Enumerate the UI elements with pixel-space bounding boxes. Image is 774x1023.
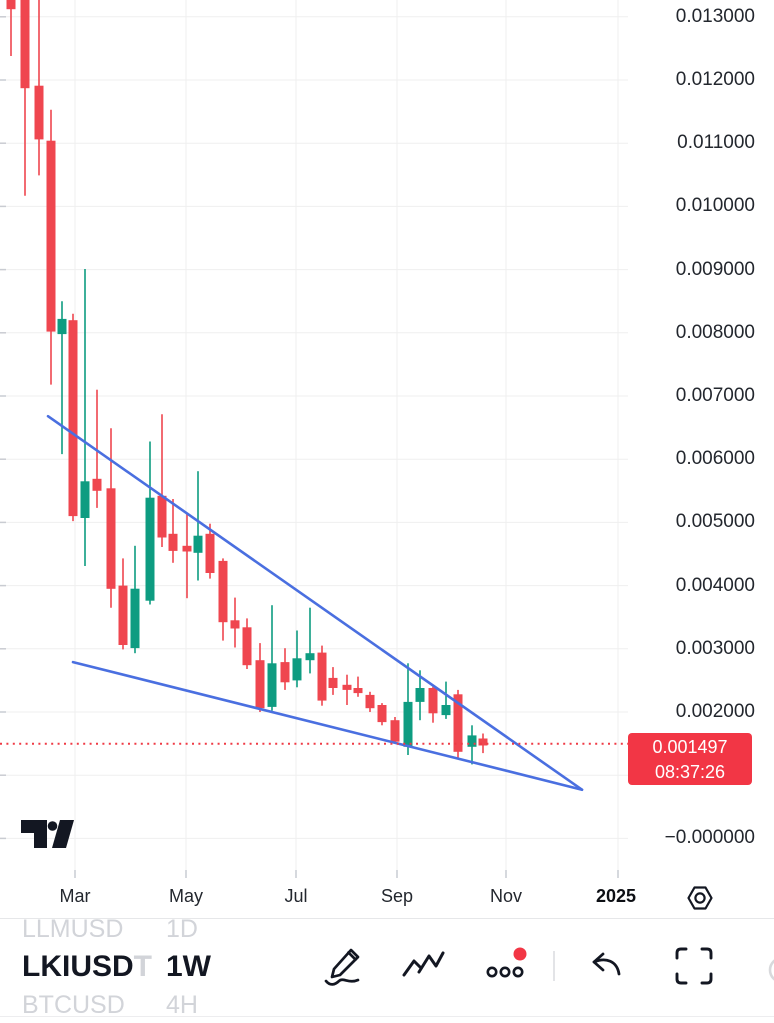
candle-body[interactable]	[255, 660, 265, 709]
pencil-icon	[324, 948, 360, 986]
current-price-value: 0.001497	[652, 737, 728, 757]
candle-body[interactable]	[218, 560, 228, 623]
y-axis-label[interactable]: 0.008000	[675, 322, 755, 343]
fullscreen-brackets-icon	[675, 947, 713, 985]
indicators-icon	[402, 951, 445, 977]
x-axis-label: Mar	[59, 886, 91, 906]
candle-body[interactable]	[46, 140, 56, 332]
logo-flag	[21, 820, 47, 848]
candle-body[interactable]	[168, 533, 178, 551]
candle-body[interactable]	[467, 735, 477, 747]
toolbar-divider	[553, 951, 555, 981]
candle-body[interactable]	[280, 662, 290, 683]
candle-body[interactable]	[428, 688, 438, 714]
candle-body[interactable]	[205, 533, 215, 573]
bottom-toolbar: LLMUSD 1D LKIUSDT 1W BTCUSD 4H	[0, 915, 774, 1023]
trendline[interactable]	[71, 660, 584, 792]
candle-body[interactable]	[130, 588, 140, 649]
candle-body[interactable]	[230, 620, 240, 629]
partial-edge-icon[interactable]	[757, 955, 774, 985]
timeframe-button[interactable]: 1W	[166, 950, 211, 983]
y-axis-label[interactable]: 0.009000	[675, 259, 755, 280]
candle-body[interactable]	[342, 684, 352, 690]
timeframe-option-next[interactable]: 4H	[166, 991, 198, 1019]
bottom-hairline	[0, 1016, 774, 1017]
price-chart-pane[interactable]: 0.013000 0.012000 0.011000 0.010000 0.009000…	[0, 0, 774, 878]
x-axis-label: May	[168, 886, 204, 906]
notification-dot	[513, 947, 527, 961]
candle-body[interactable]	[57, 318, 67, 335]
time-axis-settings-icon[interactable]	[686, 884, 714, 912]
bar-countdown: 08:37:26	[654, 762, 726, 782]
candle-body[interactable]	[292, 658, 302, 681]
undo-button[interactable]	[584, 942, 632, 990]
candle-body[interactable]	[478, 738, 488, 746]
x-axis-label: 2025	[596, 886, 637, 906]
undo-arrow-icon	[592, 952, 621, 976]
candle-body[interactable]	[317, 652, 327, 701]
candle-body[interactable]	[145, 497, 155, 601]
candle-body[interactable]	[441, 705, 451, 716]
candle-body[interactable]	[20, 0, 30, 89]
x-axis-label: Sep	[380, 886, 414, 906]
logo-slash	[52, 820, 74, 848]
candle-body[interactable]	[305, 653, 315, 661]
candle-body[interactable]	[365, 694, 375, 709]
candle-body[interactable]	[68, 320, 78, 517]
x-axis-label: Jul	[284, 886, 308, 906]
candle-body[interactable]	[106, 488, 116, 589]
y-axis-label[interactable]: −0.000000	[664, 827, 755, 848]
y-axis-label[interactable]: 0.005000	[675, 511, 755, 532]
x-axis-label: Nov	[489, 886, 523, 906]
candlestick-chart[interactable]	[0, 0, 774, 878]
trendline[interactable]	[46, 414, 584, 792]
logo-dot	[47, 821, 58, 831]
candle-body[interactable]	[34, 85, 44, 140]
ellipsis-icon	[486, 947, 527, 978]
y-axis-label[interactable]: 0.007000	[675, 385, 755, 406]
time-axis[interactable]: Mar May Jul Sep Nov 2025	[0, 878, 774, 919]
candle-body[interactable]	[157, 495, 167, 538]
candle-body[interactable]	[80, 481, 90, 518]
candle-body[interactable]	[267, 663, 277, 707]
symbol-button[interactable]: LKIUSDT	[22, 950, 152, 984]
symbol-option-prev[interactable]: LLMUSD	[22, 915, 124, 943]
candle-body[interactable]	[390, 720, 400, 742]
y-axis-label[interactable]: 0.004000	[675, 575, 755, 596]
indicators-button[interactable]	[399, 942, 447, 990]
candle-body[interactable]	[353, 688, 363, 694]
y-axis-label[interactable]: 0.011000	[677, 132, 755, 153]
candle-body[interactable]	[193, 535, 203, 553]
candle-body[interactable]	[403, 701, 413, 747]
current-price-badge: 0.001497 08:37:26	[628, 733, 752, 785]
y-axis-label[interactable]: 0.013000	[675, 6, 755, 27]
candle-body[interactable]	[92, 478, 102, 491]
symbol-text: LKIUSD	[22, 950, 134, 983]
candle-body[interactable]	[182, 545, 192, 552]
y-axis-label[interactable]: 0.002000	[675, 701, 755, 722]
candle-body[interactable]	[377, 705, 387, 723]
more-options-button[interactable]	[482, 942, 530, 990]
y-axis-label[interactable]: 0.006000	[675, 448, 755, 469]
candle-body[interactable]	[453, 694, 463, 752]
y-axis-label[interactable]: 0.003000	[675, 638, 755, 659]
candle-body[interactable]	[6, 0, 16, 10]
candle-body[interactable]	[118, 585, 128, 645]
candle-body[interactable]	[328, 677, 338, 688]
candle-body[interactable]	[242, 627, 252, 666]
clipped-circle-icon	[768, 959, 774, 981]
tradingview-logo-icon[interactable]	[21, 820, 77, 850]
y-axis-label[interactable]: 0.010000	[675, 195, 755, 216]
draw-tool-button[interactable]	[318, 942, 366, 990]
y-axis-label[interactable]: 0.012000	[675, 69, 755, 90]
timeframe-option-prev[interactable]: 1D	[166, 915, 198, 943]
symbol-text-faded: T	[133, 950, 152, 983]
candle-body[interactable]	[415, 688, 425, 702]
fullscreen-button[interactable]	[670, 942, 718, 990]
symbol-option-next[interactable]: BTCUSD	[22, 991, 125, 1019]
